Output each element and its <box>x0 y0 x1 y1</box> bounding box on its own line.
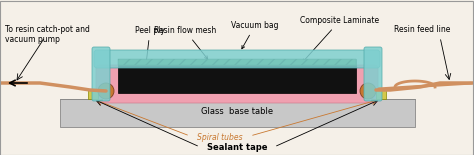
Bar <box>88 89 98 99</box>
FancyBboxPatch shape <box>94 50 380 68</box>
Circle shape <box>360 83 376 99</box>
Text: Vacuum bag: Vacuum bag <box>231 21 279 49</box>
Circle shape <box>98 83 114 99</box>
FancyBboxPatch shape <box>92 47 110 101</box>
Text: Peel ply: Peel ply <box>135 26 165 69</box>
Text: To resin catch-pot and
vacuum pump: To resin catch-pot and vacuum pump <box>5 25 90 44</box>
Text: Spiral tubes: Spiral tubes <box>197 133 243 142</box>
Bar <box>118 65 356 93</box>
Bar <box>118 59 356 65</box>
Text: Resin feed line: Resin feed line <box>393 25 450 34</box>
Bar <box>376 89 386 99</box>
Text: Glass  base table: Glass base table <box>201 106 273 115</box>
Text: Sealant tape: Sealant tape <box>207 144 267 153</box>
Text: Resin flow mesh: Resin flow mesh <box>154 26 216 59</box>
Bar <box>118 59 356 65</box>
Text: Composite Laminate: Composite Laminate <box>301 16 380 62</box>
FancyBboxPatch shape <box>364 47 382 101</box>
FancyBboxPatch shape <box>96 65 378 103</box>
FancyBboxPatch shape <box>60 99 415 127</box>
